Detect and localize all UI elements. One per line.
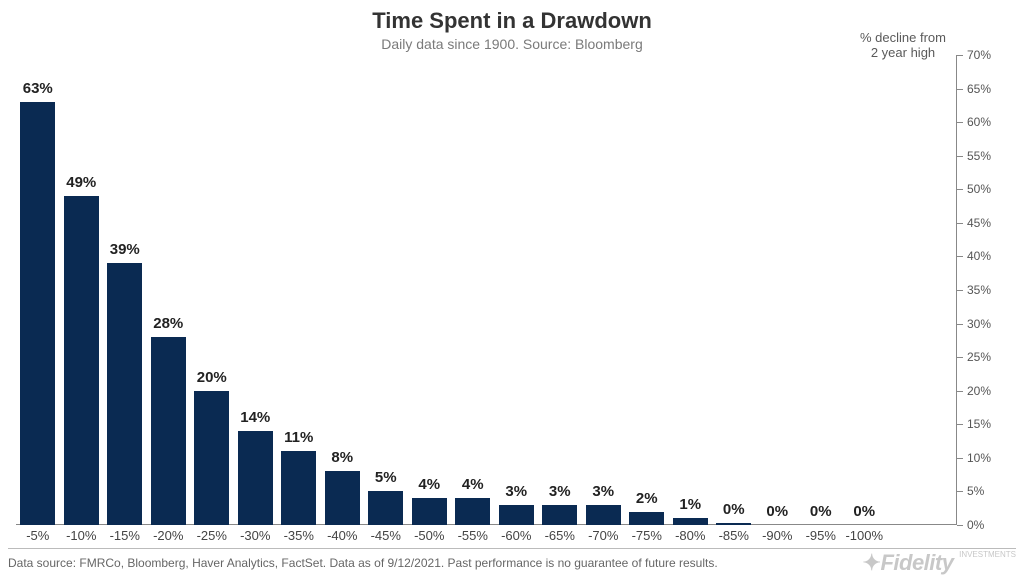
y-tick-label: 30% xyxy=(967,317,1017,331)
bar-value-label: 49% xyxy=(55,174,109,191)
bar xyxy=(151,337,186,525)
bar xyxy=(194,391,229,525)
bar-value-label: 11% xyxy=(272,429,326,446)
y-tick xyxy=(957,256,963,257)
y-tick xyxy=(957,525,963,526)
y-tick xyxy=(957,189,963,190)
y-tick-label: 0% xyxy=(967,518,1017,532)
x-tick-label: -20% xyxy=(144,528,194,543)
bars-group xyxy=(16,55,956,525)
x-tick-label: -65% xyxy=(535,528,585,543)
bar xyxy=(586,505,621,525)
bar xyxy=(20,102,55,525)
x-tick-label: -40% xyxy=(318,528,368,543)
y-tick-label: 20% xyxy=(967,384,1017,398)
logo-star-icon: ✦ xyxy=(863,550,881,575)
bar xyxy=(412,498,447,525)
bar xyxy=(325,471,360,525)
x-tick-label: -75% xyxy=(622,528,672,543)
bar xyxy=(64,196,99,525)
bar xyxy=(238,431,273,525)
x-tick-label: -10% xyxy=(57,528,107,543)
bar-value-label: 14% xyxy=(229,409,283,426)
chart-container: Time Spent in a Drawdown Daily data sinc… xyxy=(0,0,1024,581)
y-tick-label: 60% xyxy=(967,115,1017,129)
logo-subtext: INVESTMENTS xyxy=(959,550,1016,559)
y-tick-label: 40% xyxy=(967,249,1017,263)
y-tick xyxy=(957,424,963,425)
y-tick-label: 5% xyxy=(967,484,1017,498)
x-tick-label: -80% xyxy=(666,528,716,543)
y-tick xyxy=(957,324,963,325)
x-tick-label: -25% xyxy=(187,528,237,543)
y-tick xyxy=(957,156,963,157)
y-tick xyxy=(957,458,963,459)
logo-text: Fidelity xyxy=(880,550,953,575)
y-tick-label: 25% xyxy=(967,350,1017,364)
x-tick-label: -60% xyxy=(492,528,542,543)
y-tick xyxy=(957,290,963,291)
y-tick xyxy=(957,223,963,224)
x-tick-label: -30% xyxy=(231,528,281,543)
bar-value-label: 0% xyxy=(838,503,892,520)
y-tick-label: 55% xyxy=(967,149,1017,163)
x-tick-label: -95% xyxy=(796,528,846,543)
bar xyxy=(107,263,142,525)
x-tick-label: -45% xyxy=(361,528,411,543)
x-tick-label: -50% xyxy=(405,528,455,543)
x-tick-label: -70% xyxy=(579,528,629,543)
x-tick-label: -15% xyxy=(100,528,150,543)
x-tick-label: -85% xyxy=(709,528,759,543)
bar-value-label: 39% xyxy=(98,241,152,258)
bar xyxy=(542,505,577,525)
y-tick-label: 15% xyxy=(967,417,1017,431)
bar xyxy=(716,523,751,525)
y-tick xyxy=(957,391,963,392)
footer-text: Data source: FMRCo, Bloomberg, Haver Ana… xyxy=(8,556,718,570)
bar xyxy=(368,491,403,525)
bar xyxy=(455,498,490,525)
y-tick xyxy=(957,491,963,492)
x-tick-label: -35% xyxy=(274,528,324,543)
y-tick-label: 45% xyxy=(967,216,1017,230)
bar xyxy=(629,512,664,525)
bar-value-label: 20% xyxy=(185,369,239,386)
y-tick-label: 70% xyxy=(967,48,1017,62)
y-tick xyxy=(957,122,963,123)
y-tick-label: 35% xyxy=(967,283,1017,297)
bar-value-label: 28% xyxy=(142,315,196,332)
bar xyxy=(499,505,534,525)
y-tick-label: 50% xyxy=(967,182,1017,196)
x-tick-label: -100% xyxy=(840,528,890,543)
bar-value-label: 63% xyxy=(11,80,65,97)
bar xyxy=(281,451,316,525)
x-tick-label: -55% xyxy=(448,528,498,543)
y-tick xyxy=(957,89,963,90)
x-tick-label: -5% xyxy=(13,528,63,543)
bar-value-label: 8% xyxy=(316,449,370,466)
fidelity-logo: ✦Fidelity INVESTMENTS xyxy=(863,550,1016,576)
y-tick xyxy=(957,357,963,358)
y-tick-label: 10% xyxy=(967,451,1017,465)
y-tick xyxy=(957,55,963,56)
footer-divider xyxy=(8,548,1016,549)
x-tick-label: -90% xyxy=(753,528,803,543)
bar xyxy=(673,518,708,525)
y-tick-label: 65% xyxy=(967,82,1017,96)
